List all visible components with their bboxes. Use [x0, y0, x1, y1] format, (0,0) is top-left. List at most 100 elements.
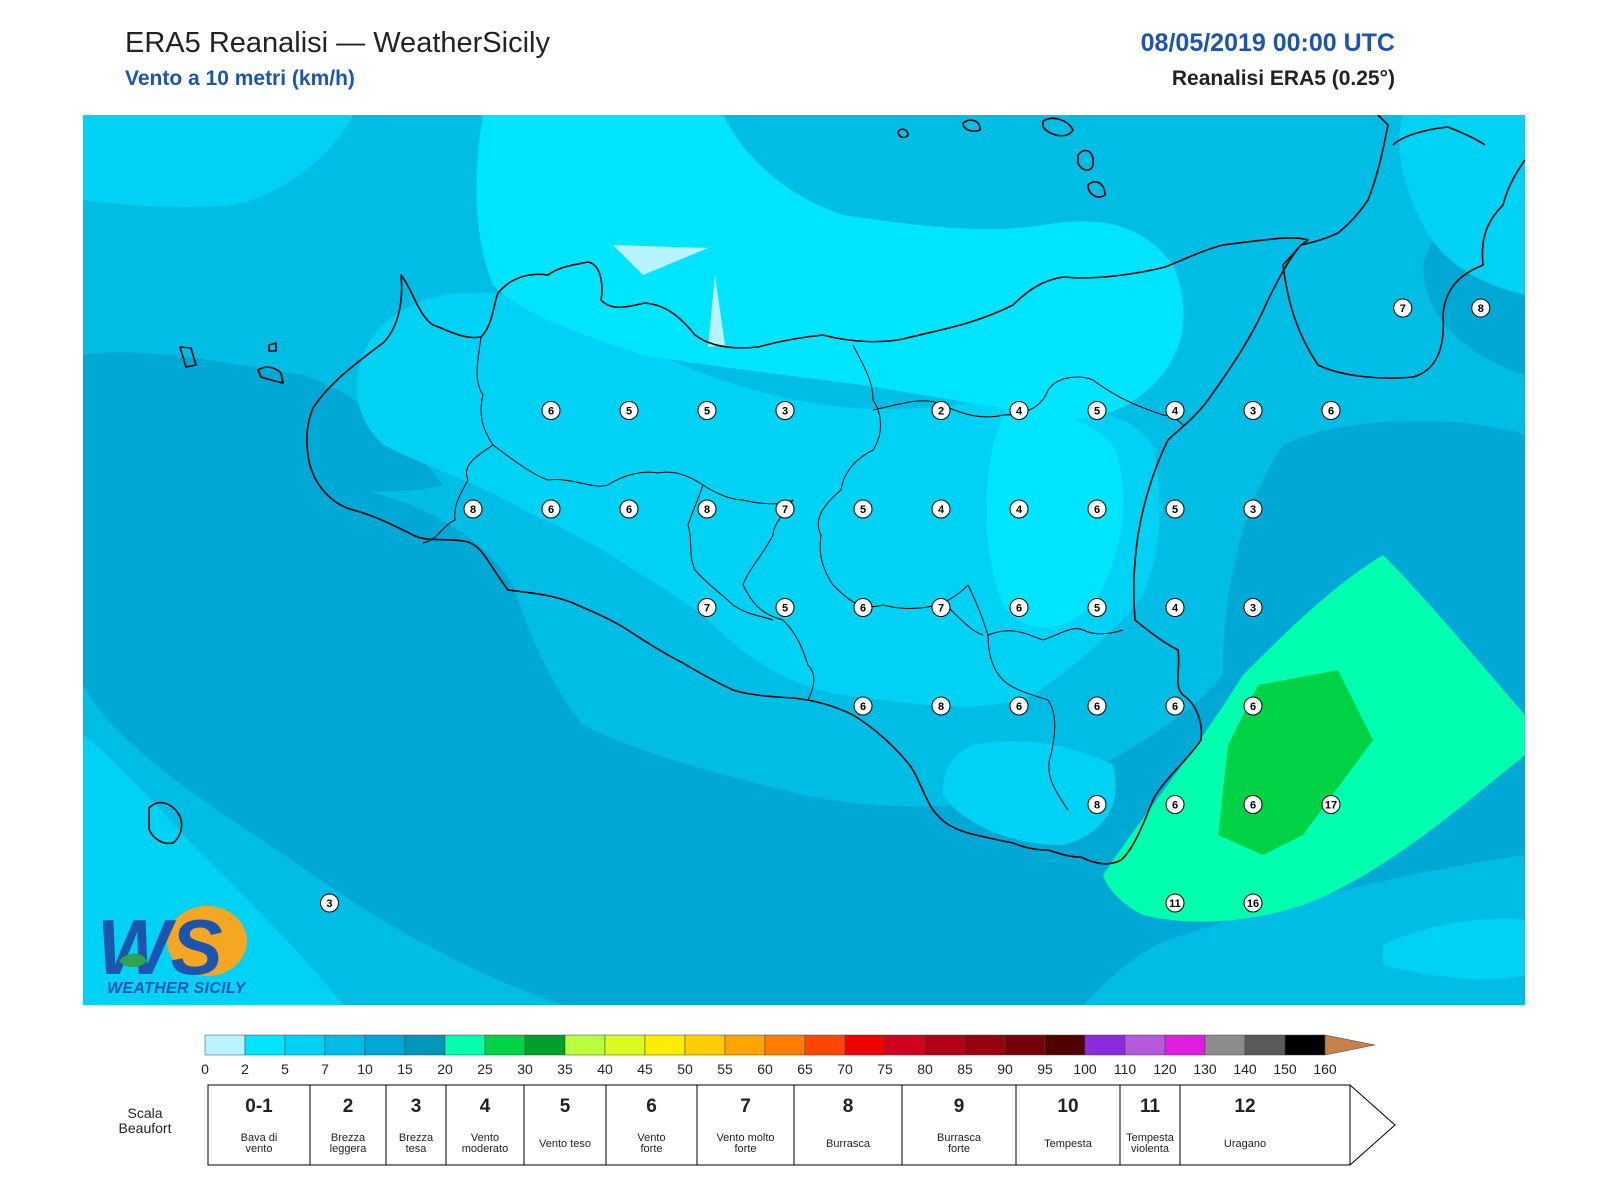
- beaufort-desc-line2: tesa: [406, 1143, 428, 1155]
- station-marker: 6: [1087, 499, 1107, 519]
- beaufort-cell-box: [793, 1084, 903, 1166]
- station-value: 16: [1247, 898, 1259, 910]
- station-circle: [1087, 401, 1107, 420]
- colorbar-segment: [964, 1034, 1006, 1056]
- station-value: 6: [1328, 406, 1334, 418]
- border-palermo-caltanissetta: [492, 444, 794, 505]
- colorbar-tick-label: 95: [1037, 1061, 1053, 1077]
- station-value: 6: [548, 504, 554, 516]
- field-band-2-5-central: [986, 411, 1124, 628]
- beaufort-number: 6: [646, 1096, 657, 1117]
- station-circle: [853, 696, 873, 716]
- station-marker: 3: [1243, 499, 1263, 519]
- colorbar-tick-label: 150: [1273, 1061, 1297, 1077]
- station-value: 5: [1094, 406, 1100, 418]
- field-band-0-2-b: [708, 275, 725, 347]
- station-circle: [1165, 499, 1185, 519]
- station-marker: 5: [1087, 598, 1107, 617]
- station-circle: [697, 499, 717, 519]
- colorbar-tick-label: 40: [597, 1061, 613, 1077]
- colorbar-tick-label: 30: [517, 1061, 533, 1077]
- station-marker: 6: [541, 401, 561, 420]
- colorbar-segment: [644, 1034, 686, 1056]
- beaufort-cell-box: [901, 1084, 1017, 1166]
- beaufort-desc-line2: leggera: [330, 1143, 368, 1155]
- beaufort-desc-line2: vento: [246, 1143, 273, 1155]
- station-marker: 6: [853, 696, 873, 716]
- wind-map: 7 8 6 5 5 3 2 4 5 4 3 6 8 6 6 8 7 5 4 4 6 5 3 7 5 6 7 6 5 4 3 6 8 6 6 6 6 8 6 6…: [83, 114, 1526, 1005]
- station-marker: 7: [931, 598, 951, 617]
- colorbar-segment: [284, 1034, 326, 1056]
- station-marker: 4: [1165, 401, 1185, 420]
- beaufort-number: 10: [1057, 1096, 1078, 1117]
- pantelleria-island: [148, 801, 183, 845]
- station-value: 4: [938, 504, 945, 516]
- station-value: 6: [860, 603, 866, 615]
- station-circle: [541, 499, 561, 519]
- colorbar-tick-label: 100: [1073, 1061, 1097, 1077]
- aeolian-island-2: [962, 119, 981, 132]
- beaufort-number: 3: [411, 1096, 422, 1117]
- station-circle: [853, 598, 873, 617]
- station-value: 6: [1016, 603, 1022, 615]
- colorbar-segment: [1244, 1034, 1286, 1056]
- station-marker: 6: [1243, 696, 1263, 716]
- beaufort-cell: 12 Uragano: [1179, 1084, 1396, 1166]
- station-marker: 4: [1165, 598, 1185, 617]
- station-marker: 6: [1009, 598, 1029, 617]
- colorbar-segment: [564, 1034, 606, 1056]
- beaufort-desc-line1: Bava di: [241, 1132, 278, 1144]
- station-circle: [1009, 598, 1029, 617]
- field-band-5-7-ne: [1399, 115, 1525, 295]
- station-value: 7: [782, 504, 788, 516]
- station-marker: 16: [1243, 893, 1263, 913]
- station-value: 8: [470, 504, 476, 516]
- beaufort-number: 5: [560, 1096, 571, 1117]
- map-datetime: 08/05/2019 00:00 UTC: [1140, 29, 1395, 57]
- station-circle: [697, 598, 717, 617]
- station-value: 8: [938, 701, 944, 713]
- egadi-island-1: [179, 346, 197, 368]
- field-band-5-7: [357, 292, 1160, 707]
- border-ragusa-siracusa: [967, 584, 1069, 811]
- colorbar-segment: [1284, 1034, 1326, 1056]
- colorbar-tick-label: 45: [637, 1061, 653, 1077]
- aeolian-island-5: [1087, 181, 1106, 198]
- beaufort-desc-line2: violenta: [1131, 1143, 1170, 1155]
- beaufort-number: 8: [843, 1096, 854, 1117]
- beaufort-desc-line1: Vento molto: [716, 1132, 774, 1144]
- station-circle: [931, 499, 951, 519]
- beaufort-number: 4: [480, 1096, 491, 1117]
- egadi-island-2: [257, 366, 284, 384]
- map-subtitle: Vento a 10 metri (km/h): [125, 67, 355, 90]
- station-circle: [1243, 696, 1263, 716]
- station-marker: 5: [697, 401, 717, 420]
- station-marker: 7: [1393, 298, 1413, 318]
- station-circle: [775, 598, 795, 617]
- station-marker: 8: [1087, 795, 1107, 814]
- beaufort-desc-line1: Uragano: [1224, 1138, 1266, 1150]
- station-value: 6: [860, 701, 866, 713]
- colorbar-tick-label: 55: [717, 1061, 733, 1077]
- station-value: 6: [1250, 701, 1256, 713]
- colorbar-segment: [844, 1034, 886, 1056]
- station-value: 5: [626, 406, 632, 418]
- station-circle: [463, 499, 483, 519]
- colorbar-tick-label: 75: [877, 1061, 893, 1077]
- station-value: 5: [782, 603, 788, 615]
- colorbar-tick-label: 35: [557, 1061, 573, 1077]
- colorbar-segment: [1084, 1034, 1126, 1056]
- station-value: 17: [1325, 800, 1337, 812]
- colorbar-segment: [204, 1034, 246, 1056]
- wind-map-svg: 7 8 6 5 5 3 2 4 5 4 3 6 8 6 6 8 7 5 4 4 6 5 3 7 5 6 7 6 5 4 3 6 8 6 6 6 6 8 6 6…: [83, 114, 1526, 1005]
- colorbar-segment: [1164, 1034, 1206, 1056]
- logo-sun-icon: [167, 906, 247, 976]
- station-circle: [1243, 499, 1263, 519]
- station-circle: [853, 499, 873, 519]
- station-circle: [319, 893, 339, 913]
